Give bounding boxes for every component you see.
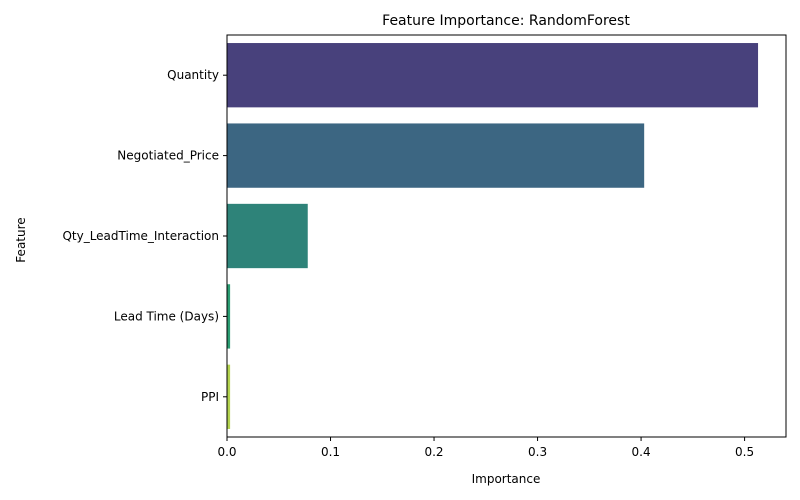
bar-negotiated-price — [227, 123, 645, 188]
bar-lead-time-days — [227, 284, 231, 349]
chart-title: Feature Importance: RandomForest — [382, 13, 630, 29]
bars-group — [227, 43, 759, 429]
y-axis-ticks: Quantity Negotiated_Price Qty_LeadTime_Int… — [62, 68, 227, 404]
y-tick-label: PPI — [201, 390, 219, 404]
x-tick-label: 0.2 — [424, 445, 443, 459]
y-tick-label: Quantity — [167, 68, 219, 82]
bar-ppi — [227, 364, 231, 429]
bar-qty-leadtime-interaction — [227, 203, 308, 269]
x-tick-label: 0.1 — [321, 445, 340, 459]
x-axis-ticks: 0.0 0.1 0.2 0.3 0.4 0.5 — [217, 437, 754, 459]
bar-quantity — [227, 43, 759, 108]
x-tick-label: 0.5 — [735, 445, 754, 459]
x-tick-label: 0.0 — [217, 445, 236, 459]
x-tick-label: 0.4 — [632, 445, 651, 459]
y-tick-label: Qty_LeadTime_Interaction — [62, 229, 219, 243]
y-tick-label: Negotiated_Price — [117, 149, 219, 163]
y-tick-label: Lead Time (Days) — [114, 309, 219, 323]
x-axis-label: Importance — [472, 472, 541, 486]
x-tick-label: 0.3 — [528, 445, 547, 459]
plot-frame — [226, 34, 787, 438]
y-axis-label: Feature — [14, 217, 28, 262]
